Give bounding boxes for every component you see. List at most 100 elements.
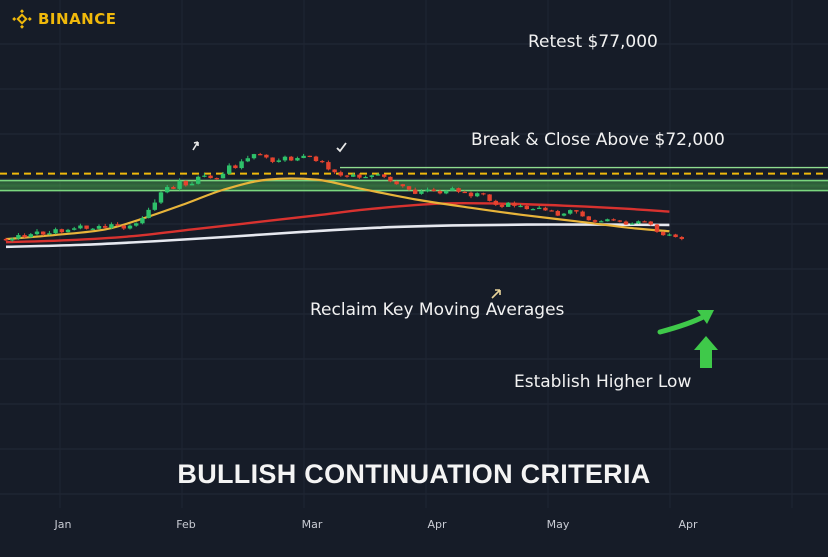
- candle-body: [506, 202, 511, 207]
- candle-body: [90, 228, 95, 230]
- candle: [487, 194, 492, 202]
- candle-body: [351, 174, 356, 177]
- candle: [661, 231, 666, 236]
- x-tick-label: Jan: [54, 518, 72, 531]
- candle-body: [338, 172, 343, 176]
- candle: [580, 210, 585, 217]
- candle-body: [568, 210, 573, 214]
- candle-body: [115, 224, 120, 226]
- candle: [642, 220, 647, 223]
- curved-arrow-head: [697, 310, 714, 324]
- candle: [103, 223, 108, 229]
- candle-body: [549, 210, 554, 212]
- candle-body: [487, 194, 492, 201]
- candle: [22, 233, 27, 238]
- candle-body: [493, 200, 498, 205]
- candle: [568, 209, 573, 215]
- candle-body: [158, 192, 164, 203]
- candle: [276, 158, 281, 163]
- candle-body: [289, 156, 294, 161]
- candle: [220, 171, 226, 179]
- candle: [3, 237, 9, 242]
- candle: [41, 231, 46, 236]
- candle-body: [189, 183, 195, 186]
- candle: [537, 205, 542, 210]
- candle-body: [165, 187, 170, 193]
- candle: [165, 185, 170, 194]
- candle-body: [431, 189, 436, 192]
- candle: [630, 222, 635, 225]
- candle: [202, 173, 207, 178]
- candle: [425, 187, 430, 193]
- candle-body: [586, 216, 591, 221]
- candle-body: [673, 234, 678, 238]
- candle-body: [555, 211, 560, 216]
- candle: [444, 190, 449, 195]
- candle-body: [537, 207, 542, 210]
- candle: [140, 216, 145, 225]
- candle: [189, 181, 195, 186]
- candle: [84, 225, 89, 230]
- binance-logo-icon: [12, 9, 32, 29]
- candle: [183, 180, 188, 187]
- x-tick-label: Apr: [427, 518, 447, 531]
- candle: [555, 209, 560, 217]
- candle: [493, 199, 498, 207]
- candle-body: [10, 238, 15, 241]
- candle: [214, 177, 219, 180]
- candle: [413, 187, 418, 195]
- retest-label: Retest $77,000: [528, 32, 658, 52]
- candle: [382, 174, 387, 179]
- candle: [146, 207, 151, 219]
- candle: [636, 220, 641, 225]
- x-tick-label: Apr: [678, 518, 698, 531]
- candle: [462, 190, 467, 194]
- candle: [47, 230, 52, 236]
- candle-body: [239, 161, 244, 169]
- candle-body: [437, 191, 443, 194]
- candle-body: [72, 228, 77, 230]
- candle-body: [84, 225, 89, 229]
- candle-body: [444, 190, 449, 194]
- candle-body: [512, 202, 517, 206]
- candle-body: [679, 237, 684, 239]
- candle-body: [661, 231, 666, 236]
- candle-body: [561, 213, 567, 216]
- candle-body: [468, 192, 474, 197]
- candle-body: [264, 154, 269, 158]
- candle-body: [499, 204, 505, 207]
- candle: [171, 185, 176, 190]
- candle: [78, 223, 83, 230]
- candle: [239, 159, 244, 170]
- candle-body: [140, 218, 145, 224]
- candle: [109, 222, 114, 230]
- candle: [648, 220, 653, 226]
- candle-body: [475, 193, 480, 197]
- candle-body: [394, 181, 399, 185]
- candle-body: [357, 174, 362, 178]
- candle: [667, 233, 672, 237]
- candle: [599, 220, 604, 223]
- candle-body: [59, 229, 64, 233]
- candle: [245, 155, 250, 163]
- candle-body: [388, 176, 393, 182]
- candle: [152, 199, 157, 211]
- candle-body: [220, 173, 226, 179]
- candle: [301, 153, 306, 159]
- candle-body: [276, 160, 281, 162]
- candle: [574, 209, 579, 214]
- brand-logo: BINANCE: [12, 9, 117, 29]
- candle-body: [456, 188, 461, 192]
- candle-body: [258, 154, 263, 156]
- candle-body: [524, 205, 529, 210]
- candle: [115, 222, 120, 227]
- curved-arrow-shaft: [657, 313, 708, 335]
- candle: [251, 153, 257, 160]
- candle-body: [214, 178, 219, 180]
- candle-body: [3, 238, 9, 241]
- candle-body: [177, 180, 182, 189]
- candle-body: [152, 202, 157, 210]
- candle-body: [630, 223, 635, 225]
